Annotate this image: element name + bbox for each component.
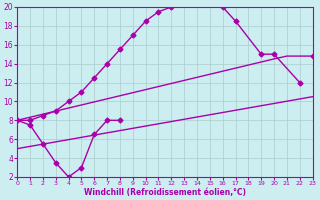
X-axis label: Windchill (Refroidissement éolien,°C): Windchill (Refroidissement éolien,°C): [84, 188, 246, 197]
